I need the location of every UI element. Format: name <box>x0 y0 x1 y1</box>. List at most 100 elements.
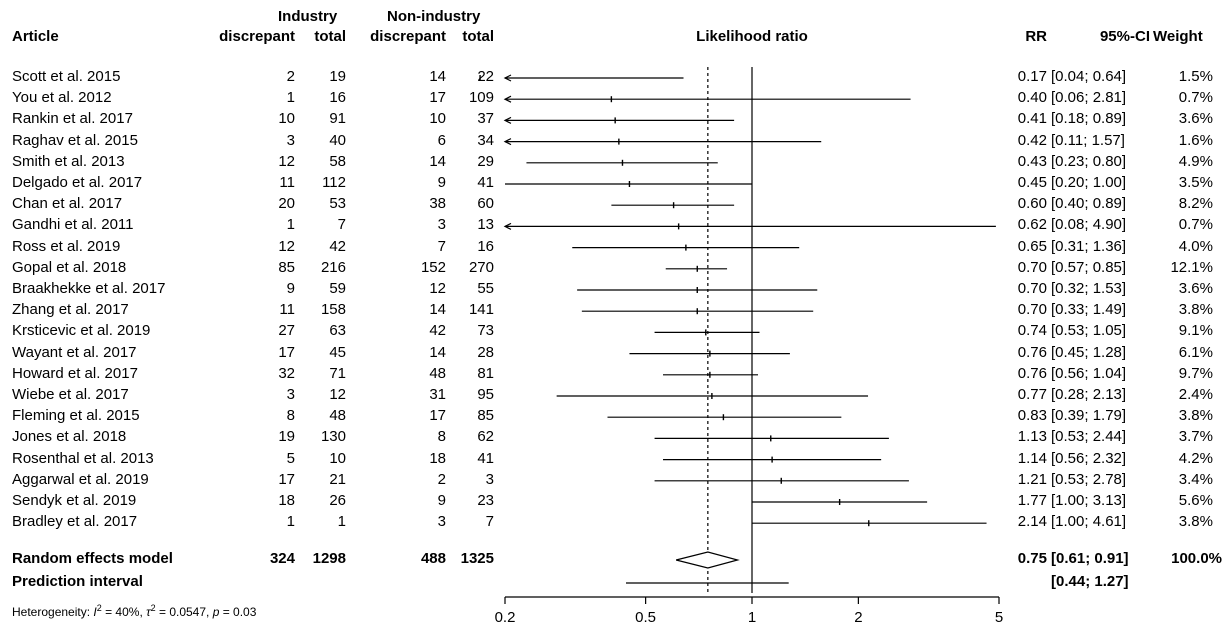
article-header: Article <box>12 28 59 45</box>
study-name: Chan et al. 2017 <box>12 195 123 213</box>
weight-value: 12.1% <box>1170 258 1213 276</box>
ci-value: [0.20; 1.00] <box>1051 174 1127 191</box>
summary-non-industry-total: 1325 <box>460 550 494 567</box>
non-industry-total-value: 60 <box>477 195 494 213</box>
weight-value: 3.4% <box>1178 470 1213 488</box>
weight-value: 8.2% <box>1178 195 1213 213</box>
weight-value: 5.6% <box>1178 492 1213 509</box>
summary-industry-total: 1298 <box>312 550 346 567</box>
non-industry-total-value: 23 <box>477 492 494 509</box>
x-tick-label: 0.2 <box>494 609 516 626</box>
non-industry-total-value: 3 <box>485 470 494 488</box>
non-industry-discrepant-value: 7 <box>437 237 446 255</box>
ci-value: [0.56; 1.04] <box>1051 364 1127 382</box>
industry-discrepant-value: 12 <box>278 152 295 170</box>
rr-value: 0.43 <box>1017 152 1047 170</box>
rr-value: 0.17 <box>1017 68 1047 85</box>
non-industry-total-value: 62 <box>477 428 494 446</box>
non-industry-discrepant-value: 152 <box>420 258 446 276</box>
rr-value: 0.70 <box>1017 280 1047 297</box>
weight-value: 3.8% <box>1178 407 1213 425</box>
industry-total-value: 91 <box>329 110 346 128</box>
rr-value: 0.83 <box>1017 407 1047 425</box>
non-industry-total-value: 73 <box>477 322 494 340</box>
study-name: Jones et al. 2018 <box>12 428 127 446</box>
ci-value: [0.33; 1.49] <box>1051 301 1127 319</box>
industry-header: Industry <box>278 8 338 25</box>
industry-total-value: 71 <box>329 364 346 382</box>
industry-total-value: 12 <box>329 386 346 403</box>
industry-discrepant-value: 9 <box>286 280 295 297</box>
rr-value: 0.70 <box>1017 258 1047 276</box>
ci-value: [0.32; 1.53] <box>1051 280 1127 297</box>
ci-value: [0.53; 2.44] <box>1051 428 1127 446</box>
industry-total-value: 42 <box>329 237 346 255</box>
ci-arrow-left <box>503 95 512 103</box>
non-industry-discrepant-header: discrepant <box>370 28 446 45</box>
weight-value: 0.7% <box>1178 89 1213 107</box>
rr-value: 2.14 <box>1017 513 1047 531</box>
non-industry-discrepant-value: 3 <box>437 216 446 234</box>
study-name: Delgado et al. 2017 <box>12 174 143 191</box>
industry-discrepant-value: 10 <box>278 110 295 128</box>
study-name: Smith et al. 2013 <box>12 152 125 170</box>
rr-value: 1.77 <box>1017 492 1047 509</box>
ci-header: 95%-CI <box>1099 28 1150 45</box>
non-industry-total-value: 29 <box>477 152 494 170</box>
rr-value: 0.65 <box>1017 237 1047 255</box>
rr-value: 0.40 <box>1017 89 1047 107</box>
industry-total-value: 130 <box>320 428 346 446</box>
ci-arrow-left <box>503 116 512 124</box>
industry-total-value: 19 <box>329 68 346 85</box>
industry-discrepant-value: 17 <box>278 470 295 488</box>
industry-discrepant-value: 27 <box>278 322 295 340</box>
ci-value: [0.18; 0.89] <box>1051 110 1127 128</box>
industry-total-value: 26 <box>329 492 346 509</box>
ci-arrow-left <box>503 138 512 146</box>
weight-value: 3.6% <box>1178 280 1213 297</box>
industry-total-value: 7 <box>337 216 346 234</box>
study-name: Scott et al. 2015 <box>12 68 121 85</box>
industry-discrepant-header: discrepant <box>219 28 295 45</box>
ci-value: [0.53; 2.78] <box>1051 470 1127 488</box>
non-industry-header: Non-industry <box>387 8 481 25</box>
industry-total-value: 21 <box>329 470 346 488</box>
non-industry-total-value: 141 <box>468 301 494 319</box>
weight-value: 3.8% <box>1178 301 1213 319</box>
industry-total-value: 10 <box>329 449 346 467</box>
x-tick-label: 0.5 <box>635 609 657 626</box>
non-industry-total-value: 95 <box>477 386 494 403</box>
study-name: Bradley et al. 2017 <box>12 513 138 531</box>
industry-discrepant-value: 1 <box>286 216 295 234</box>
heterogeneity-text: Heterogeneity: I2 = 40%, τ2 = 0.0547, p … <box>12 603 257 619</box>
non-industry-discrepant-value: 14 <box>429 343 446 361</box>
non-industry-discrepant-value: 6 <box>437 131 446 149</box>
non-industry-discrepant-value: 10 <box>429 110 446 128</box>
non-industry-total-value: 85 <box>477 407 494 425</box>
industry-total-value: 53 <box>329 195 346 213</box>
study-name: Howard et al. 2017 <box>12 364 138 382</box>
industry-discrepant-value: 8 <box>286 407 295 425</box>
industry-discrepant-value: 20 <box>278 195 295 213</box>
non-industry-discrepant-value: 48 <box>429 364 446 382</box>
weight-value: 1.5% <box>1178 68 1213 85</box>
non-industry-discrepant-value: 14 <box>429 152 446 170</box>
non-industry-total-value: 109 <box>468 89 494 107</box>
weight-value: 4.2% <box>1178 449 1213 467</box>
weight-value: 1.6% <box>1178 131 1213 149</box>
ci-value: [0.53; 1.05] <box>1051 322 1127 340</box>
industry-discrepant-value: 1 <box>286 89 295 107</box>
non-industry-discrepant-value: 38 <box>429 195 446 213</box>
industry-discrepant-value: 17 <box>278 343 295 361</box>
weight-value: 3.6% <box>1178 110 1213 128</box>
ci-value: [0.40; 0.89] <box>1051 195 1127 213</box>
industry-total-value: 112 <box>322 174 346 191</box>
weight-value: 3.7% <box>1178 428 1213 446</box>
industry-total-value: 216 <box>320 258 346 276</box>
ci-value: [0.57; 0.85] <box>1051 258 1127 276</box>
rr-value: 0.45 <box>1017 174 1047 191</box>
rr-value: 0.76 <box>1017 343 1047 361</box>
ci-value: [1.00; 3.13] <box>1051 492 1127 509</box>
ci-value: [0.11; 1.57] <box>1051 131 1125 149</box>
ci-value: [0.06; 2.81] <box>1051 89 1127 107</box>
